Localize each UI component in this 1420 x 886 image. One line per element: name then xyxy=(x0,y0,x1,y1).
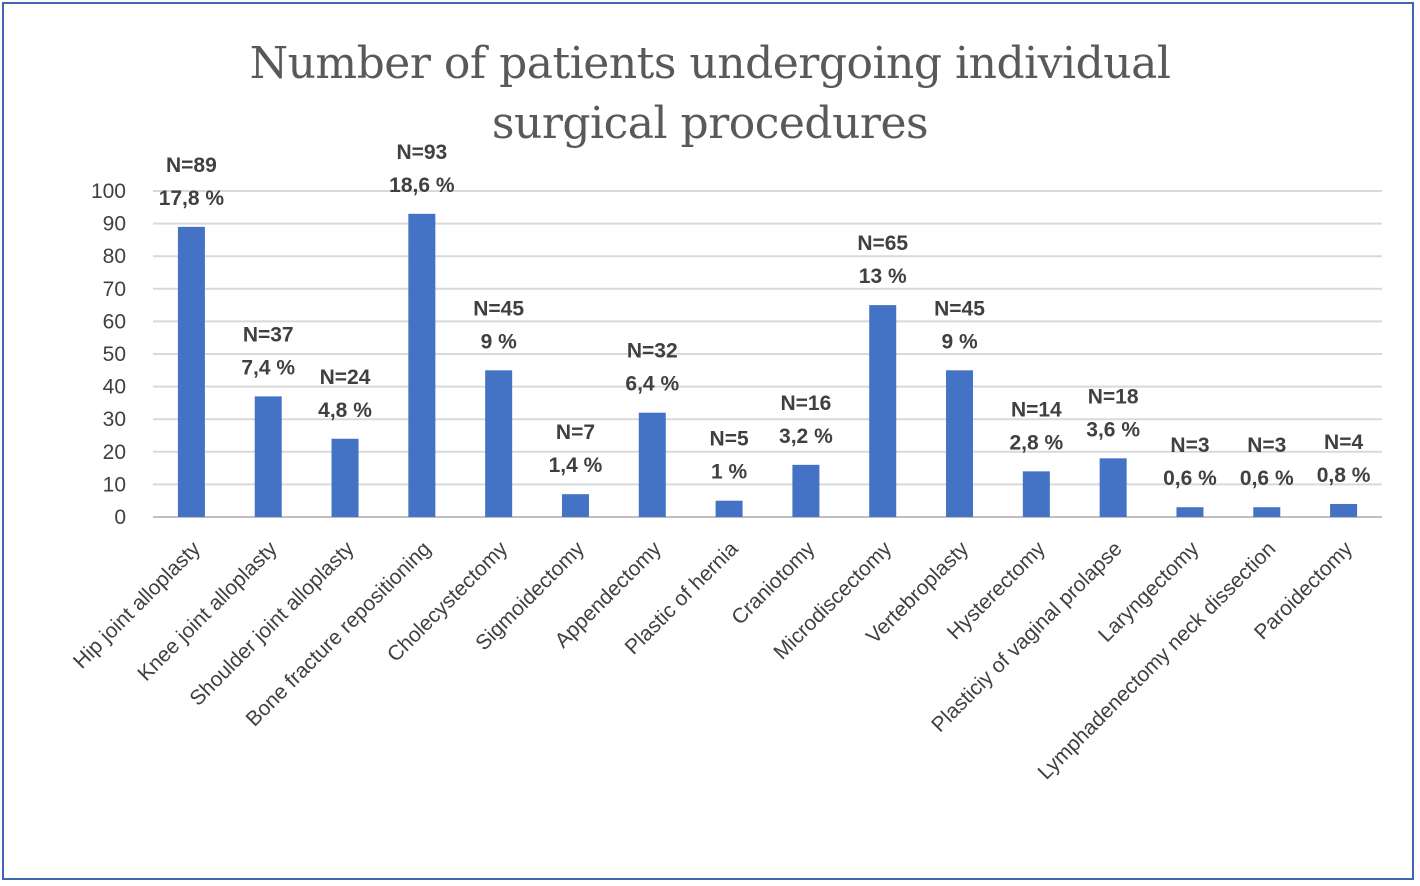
bar xyxy=(1099,458,1127,517)
y-tick-label: 80 xyxy=(103,245,126,268)
y-tick-label: 0 xyxy=(114,506,126,529)
bar xyxy=(638,412,666,517)
y-tick-label: 50 xyxy=(103,343,126,366)
data-label-percent: 17,8 % xyxy=(159,187,225,210)
bar xyxy=(946,370,974,517)
data-label-count: N=24 xyxy=(320,366,371,389)
data-label-percent: 6,4 % xyxy=(625,373,679,396)
x-tick-label: Hip joint alloplasty xyxy=(69,537,205,673)
data-label-count: N=4 xyxy=(1324,431,1363,454)
y-tick-label: 100 xyxy=(91,180,126,203)
data-label-percent: 1 % xyxy=(711,461,748,484)
bars xyxy=(177,213,1358,518)
data-label-count: N=3 xyxy=(1247,434,1286,457)
chart-title: Number of patients undergoing individual… xyxy=(249,38,1171,149)
data-label-percent: 3,6 % xyxy=(1086,418,1140,441)
data-label-count: N=45 xyxy=(473,297,524,320)
y-tick-label: 10 xyxy=(103,473,126,496)
bar xyxy=(1330,503,1358,517)
data-label-percent: 18,6 % xyxy=(389,174,455,197)
data-label-percent: 0,6 % xyxy=(1240,467,1294,490)
y-tick-label: 20 xyxy=(103,441,126,464)
bar xyxy=(254,396,282,517)
bar xyxy=(869,305,897,517)
bar xyxy=(561,494,589,517)
bar xyxy=(1176,507,1204,517)
y-axis: 0 10 20 30 40 50 60 70 80 90 100 xyxy=(91,180,126,529)
data-label-percent: 9 % xyxy=(481,330,518,353)
data-labels: N=89 17,8 % N=37 7,4 % N=24 4,8 % N=93 18,6 % N=… xyxy=(159,141,1371,490)
bar xyxy=(331,438,359,517)
bar xyxy=(792,464,820,517)
y-tick-label: 70 xyxy=(103,278,126,301)
data-label-count: N=45 xyxy=(934,297,985,320)
data-label-count: N=5 xyxy=(710,428,749,451)
y-tick-label: 60 xyxy=(103,310,126,333)
data-label-percent: 0,6 % xyxy=(1163,467,1217,490)
data-label-percent: 9 % xyxy=(941,330,978,353)
data-label-count: N=3 xyxy=(1170,434,1209,457)
data-label-count: N=65 xyxy=(857,232,908,255)
bar xyxy=(1022,471,1050,517)
data-label-count: N=89 xyxy=(166,154,217,177)
y-tick-label: 30 xyxy=(103,408,126,431)
bar xyxy=(715,500,743,517)
bar xyxy=(177,226,205,518)
bar xyxy=(408,213,436,517)
data-label-count: N=7 xyxy=(556,421,595,444)
bar xyxy=(1253,507,1281,517)
data-label-percent: 1,4 % xyxy=(549,454,603,477)
data-label-percent: 0,8 % xyxy=(1317,464,1371,487)
data-label-count: N=14 xyxy=(1011,398,1062,421)
data-label-count: N=18 xyxy=(1088,385,1139,408)
data-label-count: N=32 xyxy=(627,340,678,363)
data-label-count: N=16 xyxy=(781,392,832,415)
data-label-percent: 7,4 % xyxy=(241,356,295,379)
y-tick-label: 90 xyxy=(103,213,126,236)
data-label-count: N=37 xyxy=(243,323,294,346)
y-tick-label: 40 xyxy=(103,376,126,399)
data-label-percent: 4,8 % xyxy=(318,399,372,422)
data-label-percent: 2,8 % xyxy=(1009,431,1063,454)
data-label-percent: 13 % xyxy=(859,265,907,288)
data-label-percent: 3,2 % xyxy=(779,425,833,448)
data-label-count: N=93 xyxy=(396,141,447,164)
x-tick-label: Knee joint alloplasty xyxy=(133,537,282,686)
bar xyxy=(485,370,513,517)
